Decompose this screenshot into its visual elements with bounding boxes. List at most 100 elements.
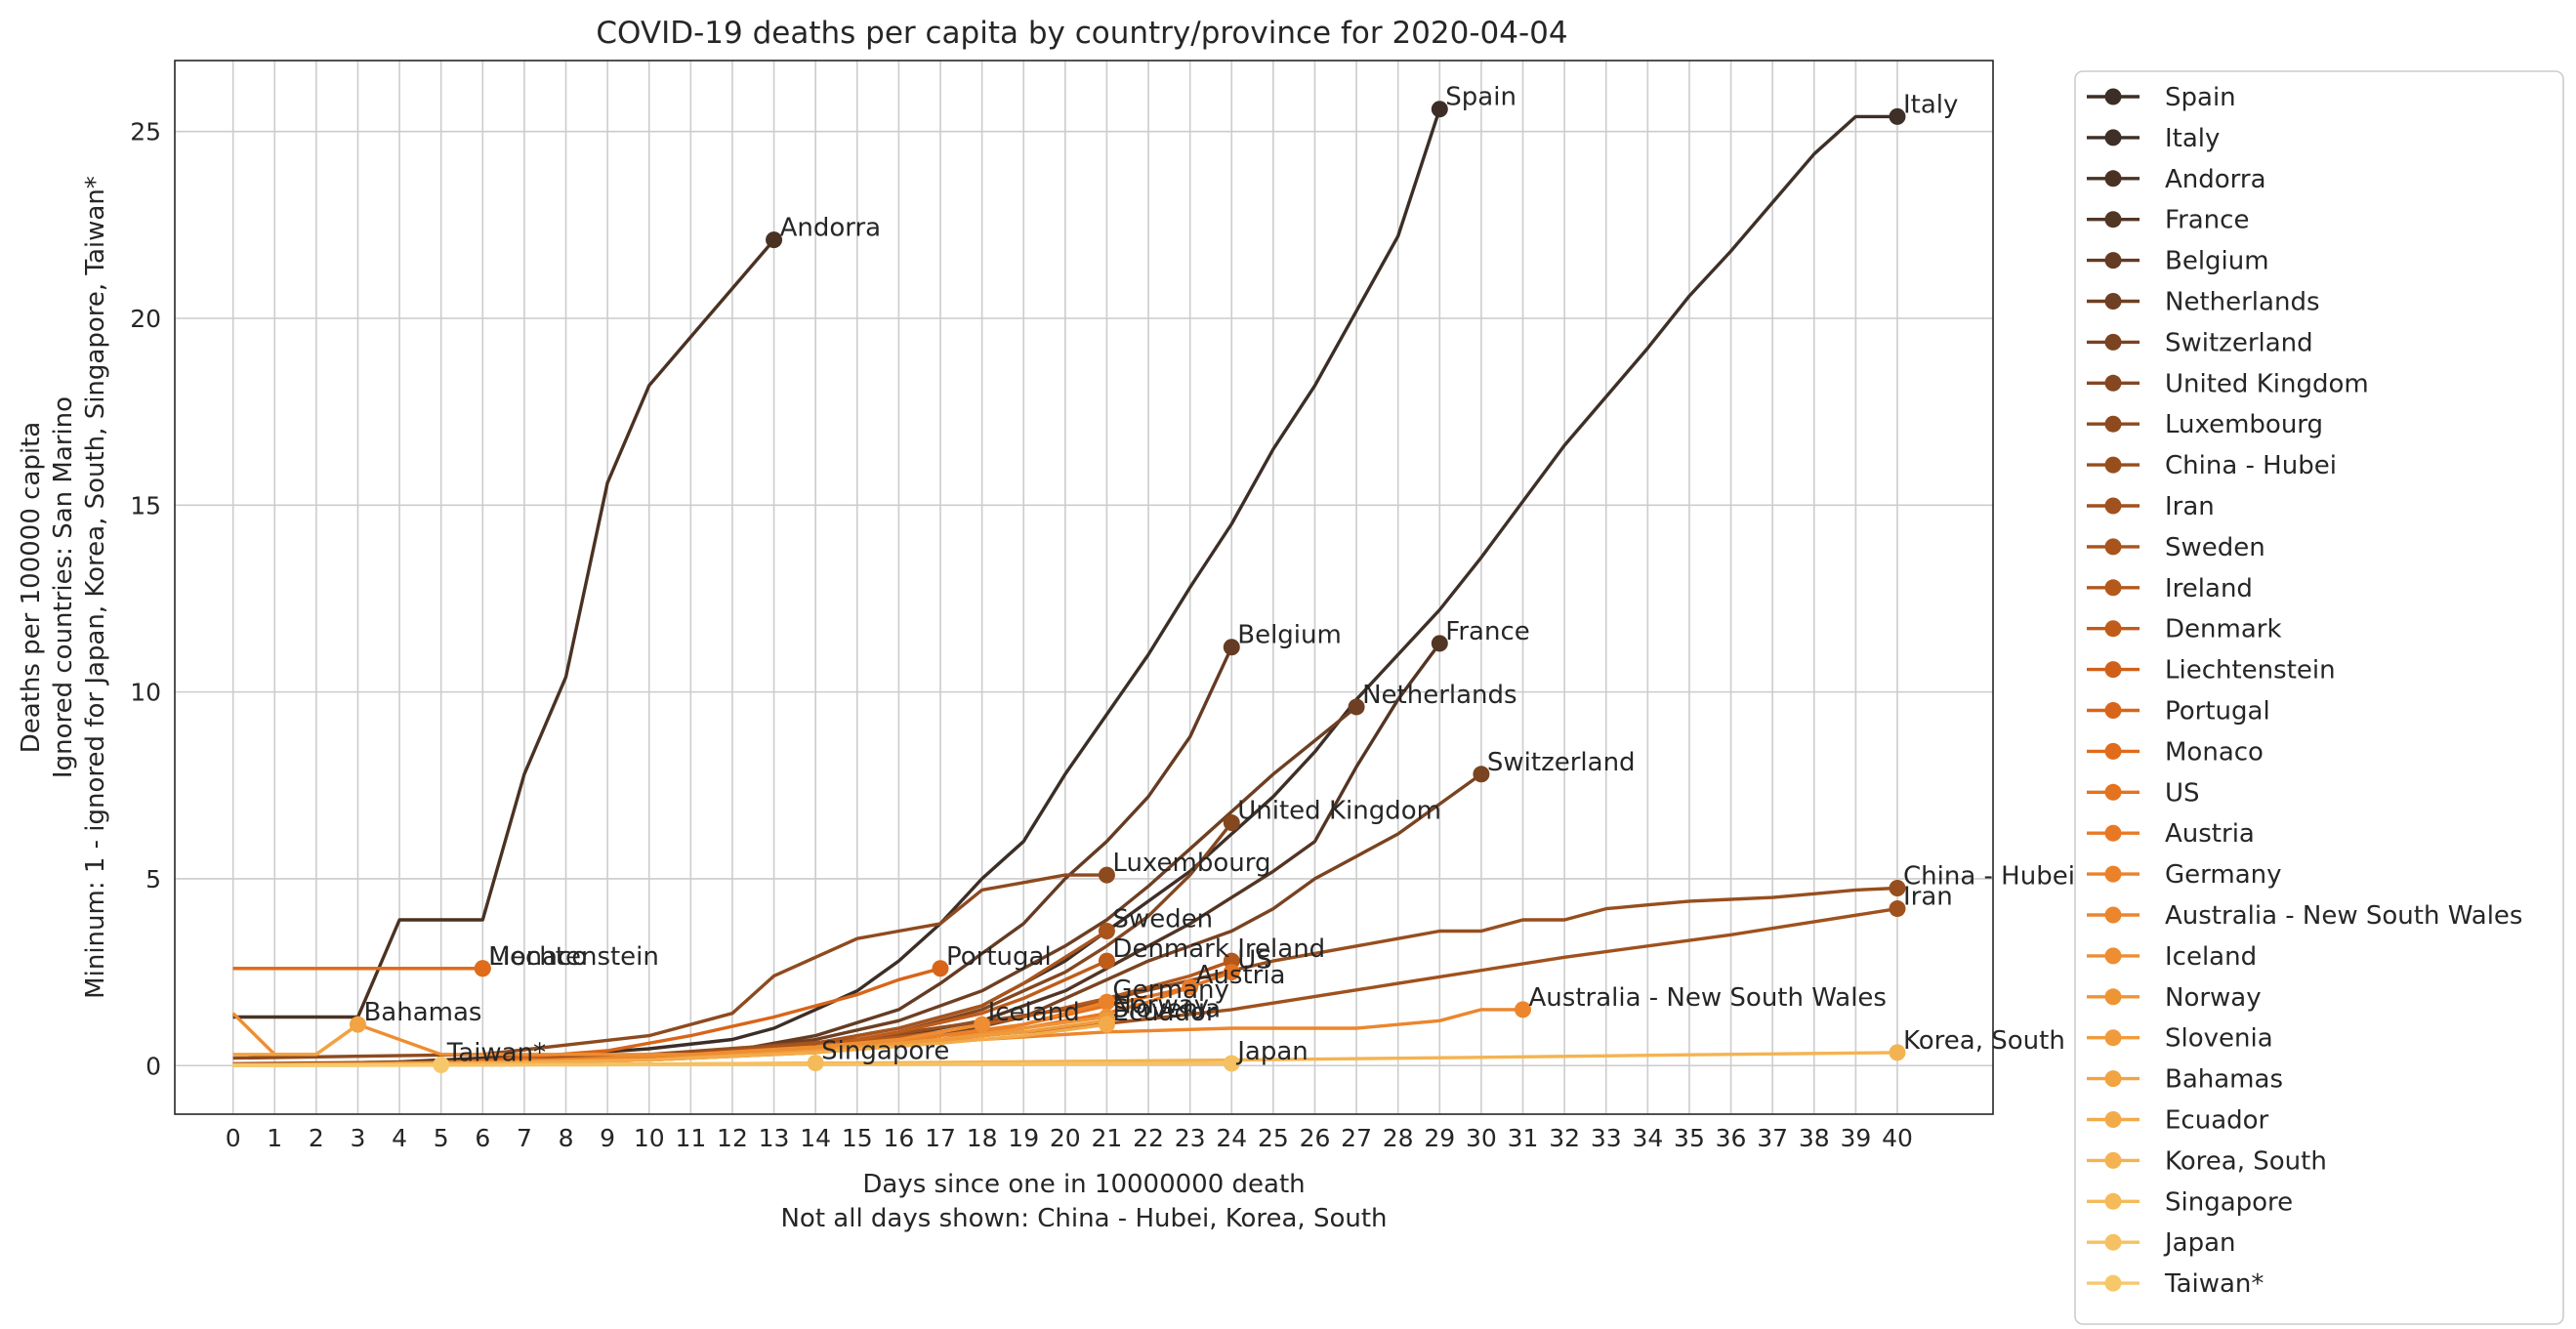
series-end-label: Belgium [1237, 621, 1342, 650]
legend-entry: China - Hubei [2165, 451, 2337, 480]
legend-swatch-marker [2104, 170, 2122, 187]
series-endpoint [974, 1016, 991, 1033]
legend-swatch-marker [2104, 783, 2122, 801]
x-tick-label: 36 [1716, 1124, 1747, 1152]
series-end-label: Iceland [988, 998, 1080, 1027]
series-endpoint [1348, 698, 1365, 716]
legend-swatch-marker [2104, 742, 2122, 760]
x-tick-label: 14 [800, 1124, 831, 1152]
series-endpoint [807, 1055, 824, 1072]
series-end-label: Andorra [780, 214, 882, 243]
legend-entry: Liechtenstein [2165, 656, 2336, 685]
legend-entry: Australia - New South Wales [2165, 901, 2522, 931]
x-tick-label: 28 [1383, 1124, 1414, 1152]
x-tick-label: 27 [1341, 1124, 1372, 1152]
series-endpoint [1098, 866, 1115, 884]
x-tick-label: 11 [675, 1124, 706, 1152]
legend-entry: Italy [2165, 124, 2220, 153]
series-end-label: Netherlands [1362, 681, 1517, 710]
series-end-label: Luxembourg [1112, 849, 1270, 878]
x-tick-label: 15 [842, 1124, 873, 1152]
legend-swatch-marker [2104, 415, 2122, 433]
legend-entry: Ireland [2165, 574, 2253, 603]
y-tick-label: 20 [130, 305, 161, 333]
series-end-label: Taiwan* [446, 1038, 546, 1067]
series-end-label: Slovenia [1112, 994, 1221, 1023]
series-end-label: Japan [1235, 1037, 1309, 1066]
x-tick-label: 20 [1050, 1124, 1081, 1152]
y-tick-label: 10 [130, 679, 161, 707]
series-endpoint [1223, 639, 1240, 656]
legend-entry: Austria [2165, 819, 2255, 849]
legend-entry: Spain [2165, 83, 2236, 112]
x-tick-label: 30 [1466, 1124, 1497, 1152]
legend-entry: Belgium [2165, 247, 2269, 276]
legend-entry: Slovenia [2165, 1024, 2273, 1054]
y-axis-label-line: Ignored countries: San Marino [49, 396, 78, 778]
series-end-label: Iran [1903, 883, 1953, 912]
legend-swatch-marker [2104, 579, 2122, 597]
grid [175, 61, 1993, 1114]
legend-entry: Sweden [2165, 533, 2265, 562]
series-end-label: Korea, South [1903, 1026, 2065, 1056]
series-endpoint [1889, 1044, 1906, 1061]
legend-swatch-marker [2104, 906, 2122, 924]
x-axis-label: Days since one in 10000000 death Not all … [780, 1170, 1387, 1233]
x-tick-label: 37 [1757, 1124, 1788, 1152]
series-end-label: Switzerland [1487, 748, 1636, 777]
series-end-label: Monaco [488, 942, 587, 972]
series-end-label: Australia - New South Wales [1529, 983, 1887, 1013]
y-tick-label: 15 [130, 491, 161, 519]
y-tick-label: 25 [130, 118, 161, 146]
legend-swatch-marker [2104, 129, 2122, 146]
series-endpoint [1182, 978, 1199, 996]
legend-entry: Iran [2165, 492, 2215, 521]
x-tick-label: 12 [717, 1124, 748, 1152]
legend-swatch-marker [2104, 538, 2122, 556]
x-tick-label: 7 [517, 1124, 532, 1152]
legend-entry: Ecuador [2165, 1106, 2269, 1136]
series-end-label: Italy [1903, 90, 1958, 119]
series-end-label: Denmark [1112, 934, 1229, 964]
legend-swatch-marker [2104, 947, 2122, 965]
series-end-label: Bahamas [363, 998, 481, 1027]
x-tick-label: 18 [967, 1124, 998, 1152]
series-line [232, 1022, 359, 1057]
series-endpoint [1223, 1055, 1240, 1072]
x-tick-label: 38 [1799, 1124, 1830, 1152]
series-endpoint [1098, 923, 1115, 940]
x-tick-label: 5 [434, 1124, 449, 1152]
x-tick-label: 23 [1175, 1124, 1206, 1152]
legend-swatch-marker [2104, 824, 2122, 842]
plot-frame [174, 60, 1994, 1115]
x-tick-label: 26 [1300, 1124, 1331, 1152]
legend-swatch-marker [2104, 988, 2122, 1006]
series-endpoint [1473, 766, 1490, 783]
x-tick-label: 13 [759, 1124, 790, 1152]
y-tick-label: 0 [145, 1052, 161, 1080]
legend-swatch-marker [2104, 456, 2122, 474]
x-tick-label: 6 [475, 1124, 490, 1152]
series-endpoint [1431, 635, 1448, 652]
legend-entry: United Kingdom [2165, 369, 2369, 398]
series-endpoint [932, 960, 949, 977]
x-tick-label: 32 [1549, 1124, 1580, 1152]
legend-entry: Korea, South [2165, 1146, 2327, 1176]
series-endpoint [433, 1056, 450, 1073]
legend-swatch-marker [2104, 1029, 2122, 1047]
series-end-label: Norway [1112, 991, 1209, 1020]
series-end-label: Germany [1112, 976, 1229, 1005]
legend-entry: Monaco [2165, 737, 2264, 767]
legend-entry: Andorra [2165, 165, 2266, 194]
series-endpoint [1098, 952, 1115, 970]
plot-series [231, 101, 1906, 1073]
x-tick-label: 25 [1258, 1124, 1289, 1152]
legend-swatch-marker [2104, 252, 2122, 270]
legend-swatch-marker [2104, 293, 2122, 310]
series-end-label: Portugal [946, 942, 1052, 972]
legend-swatch-marker [2104, 1070, 2122, 1088]
legend: Spain Italy Andorra France Belgium Netherland… [2074, 70, 2564, 1325]
x-tick-label: 10 [634, 1124, 665, 1152]
legend-entry: Iceland [2165, 942, 2257, 972]
x-tick-label: 3 [351, 1124, 366, 1152]
